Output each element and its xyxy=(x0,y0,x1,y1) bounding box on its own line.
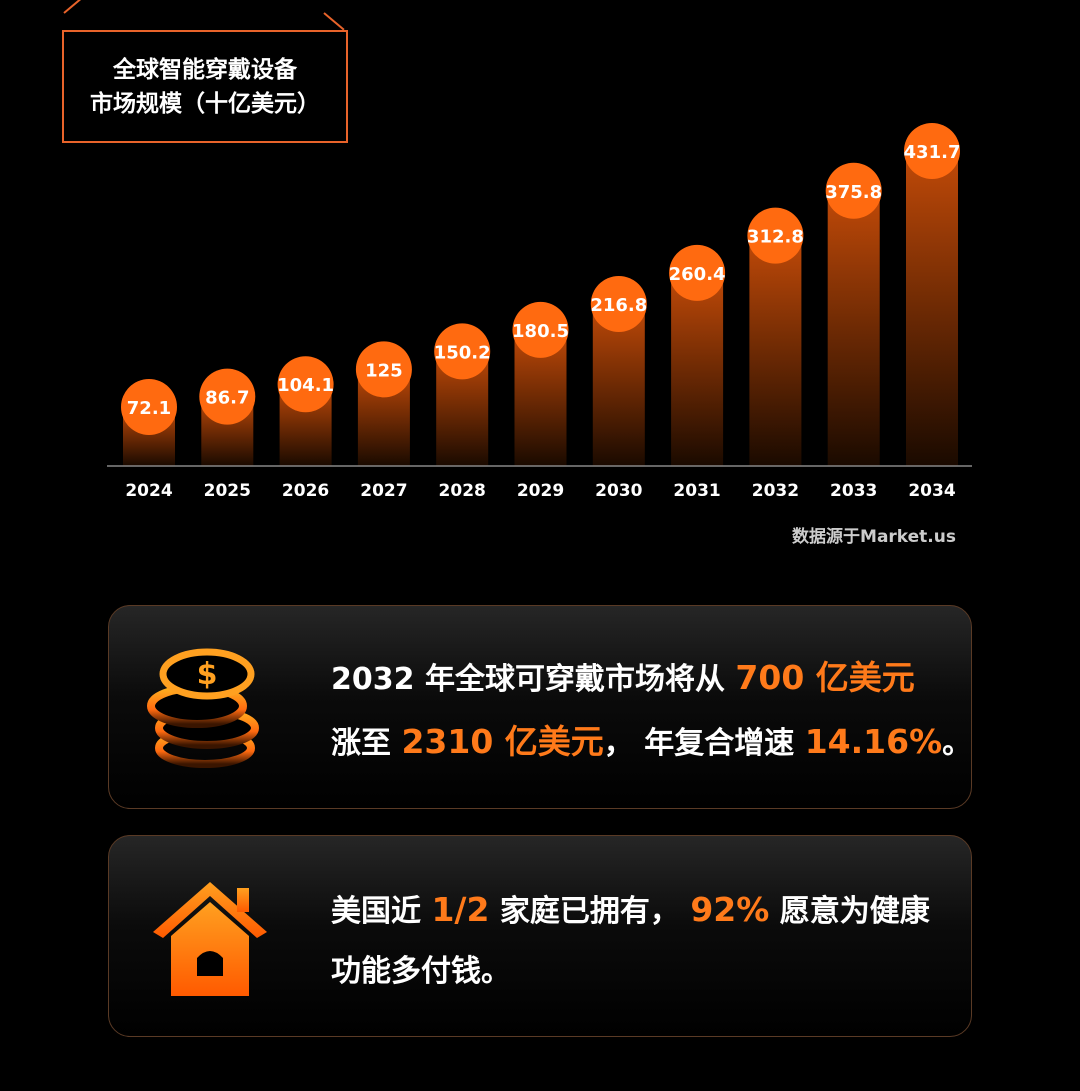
coins-icon: $ xyxy=(147,648,259,768)
card-text: 愿意为健康 xyxy=(769,894,930,929)
value-bubble xyxy=(355,341,412,398)
bar-chart: 72.1 2024 86.7 2025 104.1 2026 125 2027 150.2 202… xyxy=(107,122,972,501)
x-tick-label: 2024 xyxy=(125,481,172,501)
bar xyxy=(671,272,724,466)
x-tick-label: 2031 xyxy=(673,481,720,501)
card-text: ， 年复合增速 xyxy=(603,726,805,761)
card-text-line-2: 功能多付钱。 xyxy=(331,940,511,1004)
value-bubble xyxy=(904,122,960,179)
card-text-line-1: 美国近 1/2 家庭已拥有， 92% 愿意为健康 xyxy=(331,878,930,944)
data-label: 104.1 xyxy=(277,375,334,396)
value-bubble xyxy=(512,301,569,358)
value-bubble xyxy=(434,323,491,380)
value-bubble xyxy=(747,207,804,264)
highlight-text: 92% xyxy=(690,890,770,929)
x-tick-label: 2033 xyxy=(830,481,877,501)
bar xyxy=(749,235,802,466)
data-label: 312.8 xyxy=(747,227,804,248)
card-text-line-1: 2032 年全球可穿戴市场将从 700 亿美元 xyxy=(331,646,915,712)
card-text: 涨至 xyxy=(331,726,402,761)
house-icon xyxy=(153,882,267,996)
card-text: 2032 年全球可穿戴市场将从 xyxy=(331,662,736,697)
data-label: 180.5 xyxy=(512,321,569,342)
highlight-text: 700 亿美元 xyxy=(735,658,915,697)
svg-text:$: $ xyxy=(197,657,218,692)
card-text: 美国近 xyxy=(331,894,432,929)
x-tick-label: 2025 xyxy=(204,481,251,501)
x-tick-label: 2029 xyxy=(517,481,564,501)
card-text: 家庭已拥有， xyxy=(489,894,691,929)
bar xyxy=(906,150,958,467)
value-bubble xyxy=(590,275,647,332)
highlight-text: 14.16% xyxy=(804,722,943,761)
data-label: 72.1 xyxy=(127,398,171,419)
card-text-line-2: 涨至 2310 亿美元， 年复合增速 14.16%。 xyxy=(331,710,972,776)
card-text: 。 xyxy=(942,726,973,761)
data-source: 数据源于Market.us xyxy=(792,527,956,547)
x-tick-label: 2027 xyxy=(360,481,407,501)
x-tick-label: 2028 xyxy=(439,481,486,501)
stat-card-household: 美国近 1/2 家庭已拥有， 92% 愿意为健康 功能多付钱。 xyxy=(108,835,972,1037)
highlight-text: 1/2 xyxy=(431,890,490,929)
value-bubble xyxy=(669,244,726,301)
data-label: 216.8 xyxy=(590,295,647,316)
x-tick-label: 2030 xyxy=(595,481,642,501)
value-bubble xyxy=(825,162,882,219)
value-bubble xyxy=(277,356,334,413)
value-bubble xyxy=(121,379,177,435)
chart-title-line-1: 全球智能穿戴设备 xyxy=(113,56,297,83)
highlight-text: 2310 亿美元 xyxy=(401,722,604,761)
stat-card-market-growth: $ 2032 年全球可穿戴市场将从 700 亿美元 涨至 2310 亿美元， 年… xyxy=(108,605,972,809)
value-bubble xyxy=(199,368,256,425)
chart-title: 全球智能穿戴设备 市场规模（十亿美元） xyxy=(62,30,348,143)
data-label: 431.7 xyxy=(904,142,961,163)
x-tick-label: 2026 xyxy=(282,481,329,501)
data-label: 125 xyxy=(365,360,403,381)
bar xyxy=(827,190,880,466)
x-tick-label: 2034 xyxy=(908,481,955,501)
card-text: 功能多付钱。 xyxy=(331,954,511,989)
data-label: 150.2 xyxy=(434,342,491,363)
x-tick-label: 2032 xyxy=(752,481,799,501)
data-label: 375.8 xyxy=(825,182,882,203)
data-label: 86.7 xyxy=(205,388,249,409)
data-label: 260.4 xyxy=(669,264,726,285)
chart-title-line-2: 市场规模（十亿美元） xyxy=(90,90,320,117)
